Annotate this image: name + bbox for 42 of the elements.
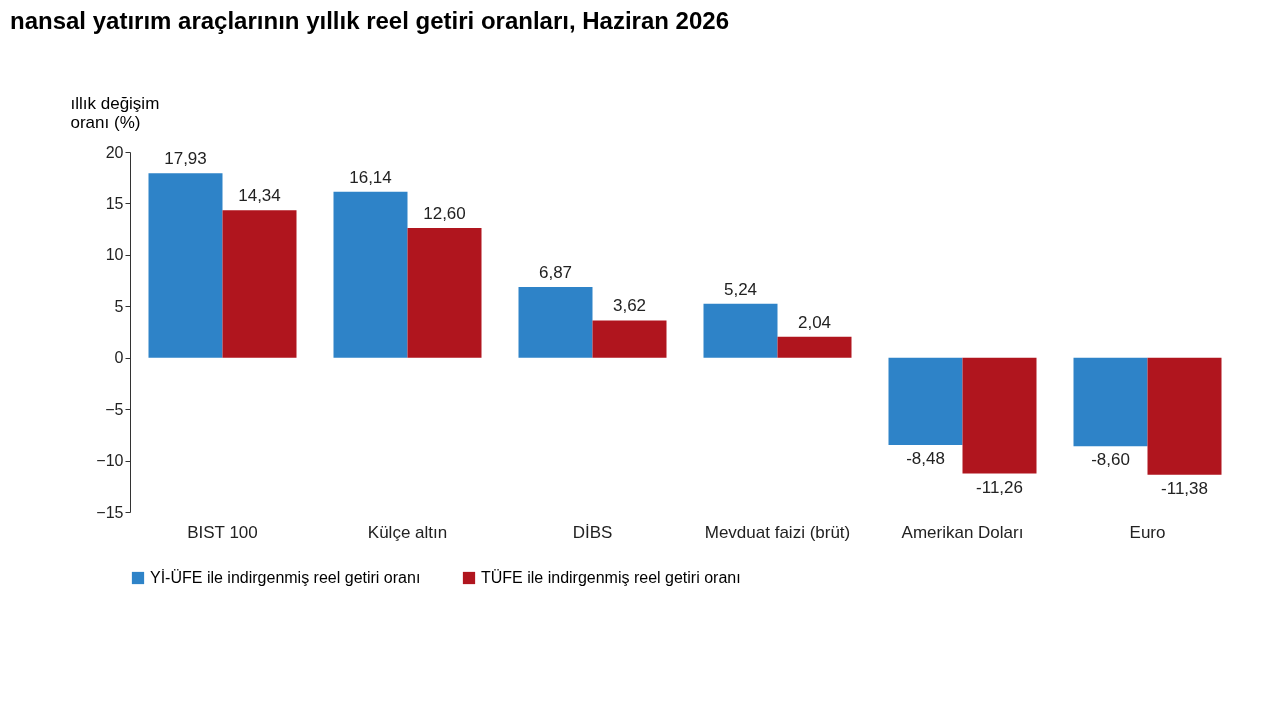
data-label: 5,24 xyxy=(723,279,758,299)
data-label: 12,60 xyxy=(423,204,466,224)
bar xyxy=(1073,357,1148,447)
x-tick-label: Mevduat faizi (brüt) xyxy=(704,522,851,542)
data-label: -11,38 xyxy=(1161,478,1208,498)
y-tick-label: 10 xyxy=(105,246,124,264)
data-label: 17,93 xyxy=(164,149,207,169)
bar xyxy=(1147,357,1222,475)
x-tick-label: Euro xyxy=(1129,522,1166,542)
bar xyxy=(222,210,297,358)
y-tick-label: −10 xyxy=(96,452,124,470)
bar xyxy=(777,336,852,358)
y-tick-label: 20 xyxy=(105,143,124,161)
data-label: 3,62 xyxy=(612,296,647,316)
bar xyxy=(148,173,223,358)
data-label: 14,34 xyxy=(238,186,281,206)
data-label: -8,60 xyxy=(1091,450,1130,470)
y-tick-label: 0 xyxy=(114,349,124,367)
bar xyxy=(962,357,1037,474)
data-label: -8,48 xyxy=(906,448,945,468)
bar xyxy=(703,303,778,358)
legend-label: Yİ-ÜFE ile indirgenmiş reel getiri oranı xyxy=(150,568,421,586)
chart-title: nansal yatırım araçlarının yıllık reel getiri oranları, Haziran 2026 xyxy=(10,7,730,34)
data-label: 6,87 xyxy=(538,263,573,283)
data-label: -11,26 xyxy=(976,477,1023,497)
data-label: 2,04 xyxy=(797,312,832,332)
y-axis-title: ıllık değişim oranı (%) xyxy=(70,93,160,132)
bar xyxy=(518,287,593,358)
bar xyxy=(333,191,408,358)
bar xyxy=(592,320,667,358)
bar xyxy=(888,357,963,445)
y-tick-label: −5 xyxy=(105,400,124,418)
x-tick-label: Amerikan Doları xyxy=(901,522,1024,542)
legend-label: TÜFE ile indirgenmiş reel getiri oranı xyxy=(481,569,741,586)
x-tick-label: BIST 100 xyxy=(187,522,258,542)
y-tick-label: 5 xyxy=(114,297,124,315)
x-tick-label: Külçe altın xyxy=(367,522,448,542)
x-tick-label: DİBS xyxy=(572,522,613,542)
y-tick-label: −15 xyxy=(96,503,124,521)
bar xyxy=(407,228,482,358)
y-tick-label: 15 xyxy=(105,194,124,212)
data-label: 16,14 xyxy=(349,167,392,187)
